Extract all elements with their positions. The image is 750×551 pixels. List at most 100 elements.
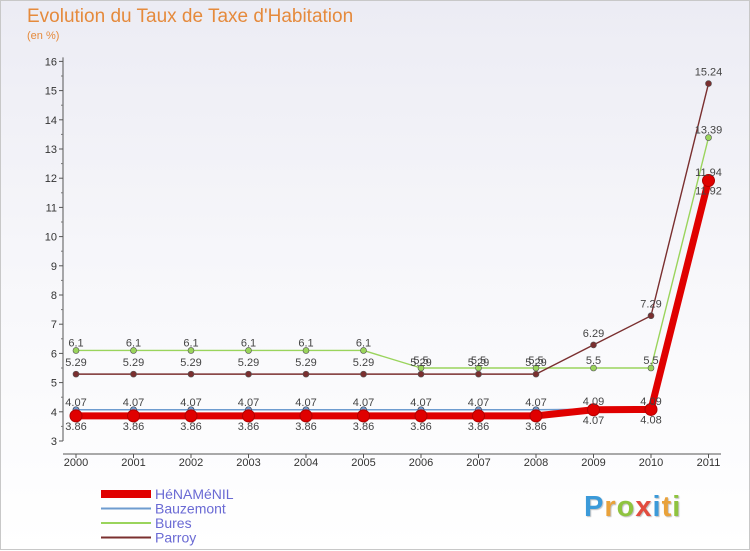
data-label: 11.92 [695, 186, 722, 198]
series-point [590, 341, 597, 349]
series-point [130, 347, 137, 354]
series-point [187, 347, 195, 354]
y-tick-label: 8 [51, 290, 57, 302]
data-label: 3.86 [295, 421, 316, 433]
data-label: 3.86 [353, 421, 374, 433]
series-point [529, 409, 543, 423]
x-tick-label: 2007 [466, 457, 490, 469]
series-line-0 [76, 179, 712, 420]
series-point [705, 80, 712, 87]
brand-letter: x [635, 491, 653, 523]
x-tick-label: 2011 [697, 457, 721, 469]
series-point [702, 174, 715, 188]
data-label: 5.29 [65, 357, 86, 369]
data-label: 4.07 [583, 415, 604, 427]
series-line-1 [76, 179, 710, 411]
data-label: 6.1 [183, 337, 198, 349]
data-label: 5.5 [471, 355, 486, 367]
x-tick-label: 2002 [179, 457, 203, 469]
data-label: 4.09 [583, 396, 604, 408]
series-line-2 [76, 137, 710, 369]
brand-logo: Proxiti [584, 491, 681, 524]
data-label: 3.86 [65, 421, 86, 433]
data-label: 6.1 [298, 337, 313, 349]
legend-label: Parroy [155, 530, 196, 546]
data-label: 5.29 [525, 357, 546, 369]
data-label: 5.5 [528, 355, 543, 367]
data-label: 5.29 [353, 357, 374, 369]
brand-letter: t [661, 491, 673, 523]
series-point [245, 347, 252, 354]
y-tick-label: 10 [45, 232, 57, 244]
series-point [127, 409, 140, 423]
series-point [72, 370, 80, 378]
series-point [360, 370, 367, 378]
data-label: 5.29 [468, 357, 489, 369]
legend-label: Bures [155, 515, 192, 531]
data-label: 5.5 [586, 355, 601, 367]
y-tick-label: 5 [51, 378, 57, 390]
data-label: 15.24 [695, 67, 723, 79]
data-label: 4.07 [525, 397, 546, 409]
series-point [472, 409, 485, 423]
series-point [302, 347, 310, 354]
series-point [130, 370, 137, 378]
data-label: 4.07 [65, 397, 86, 409]
data-label: 4.07 [468, 397, 489, 409]
data-label: 5.29 [238, 357, 259, 369]
data-label: 3.86 [468, 421, 489, 433]
series-line-3 [76, 83, 710, 375]
data-labels: 6.1 6.1 6.1 6.1 6.1 6.1 5.5 5.5 5.5 5.5 5.5 13.39 5.… [65, 67, 722, 433]
x-tick-label: 2001 [121, 457, 145, 469]
brand-letter: P [584, 491, 605, 523]
series-point [590, 364, 597, 372]
data-label: 4.07 [295, 397, 316, 409]
series-point [475, 370, 482, 378]
series-point [299, 409, 313, 423]
y-tick-label: 4 [51, 407, 57, 419]
series-point [242, 409, 255, 423]
data-label: 5.29 [180, 357, 201, 369]
y-tick-label: 16 [45, 56, 57, 68]
data-label: 5.29 [123, 357, 144, 369]
data-label: 4.07 [238, 397, 259, 409]
legend-label: HéNAMéNIL [155, 486, 234, 502]
data-label: 3.86 [238, 421, 259, 433]
brand-letter: o [616, 491, 636, 523]
y-tick-label: 6 [51, 348, 57, 360]
data-label: 5.29 [410, 357, 431, 369]
data-label: 4.07 [180, 397, 201, 409]
data-label: 3.86 [410, 421, 431, 433]
y-tick-label: 9 [51, 261, 57, 273]
series-point [532, 370, 540, 378]
x-tick-label: 2009 [581, 457, 605, 469]
data-label: 6.1 [68, 337, 83, 349]
y-tick-label: 7 [51, 319, 57, 331]
series-point [72, 347, 80, 354]
x-tick-label: 2003 [236, 457, 260, 469]
data-label: 6.29 [583, 328, 604, 340]
series-point [414, 409, 428, 423]
data-label: 4.09 [640, 396, 661, 408]
x-tick-label: 2010 [639, 457, 663, 469]
data-label: 5.29 [295, 357, 316, 369]
series-point [184, 409, 198, 423]
brand-letter: i [652, 491, 662, 523]
data-label: 13.39 [695, 125, 723, 137]
series-point [647, 364, 655, 372]
series-point [69, 409, 83, 423]
chart-subtitle: (en %) [27, 30, 60, 42]
x-tick-label: 2004 [294, 457, 318, 469]
legend-label: Bauzemont [155, 501, 226, 517]
y-tick-label: 13 [45, 144, 57, 156]
x-tick-label: 2005 [351, 457, 375, 469]
series-point [360, 347, 367, 354]
y-tick-label: 15 [45, 86, 57, 98]
data-label: 4.07 [410, 397, 431, 409]
data-label: 7.29 [640, 299, 661, 311]
chart-axes: 3 4 5 6 7 8 9 10 11 12 13 14 15 16 2000 2001 2002 2003 200… [45, 56, 721, 469]
y-tick-label: 12 [45, 173, 57, 185]
series-point [302, 370, 310, 378]
